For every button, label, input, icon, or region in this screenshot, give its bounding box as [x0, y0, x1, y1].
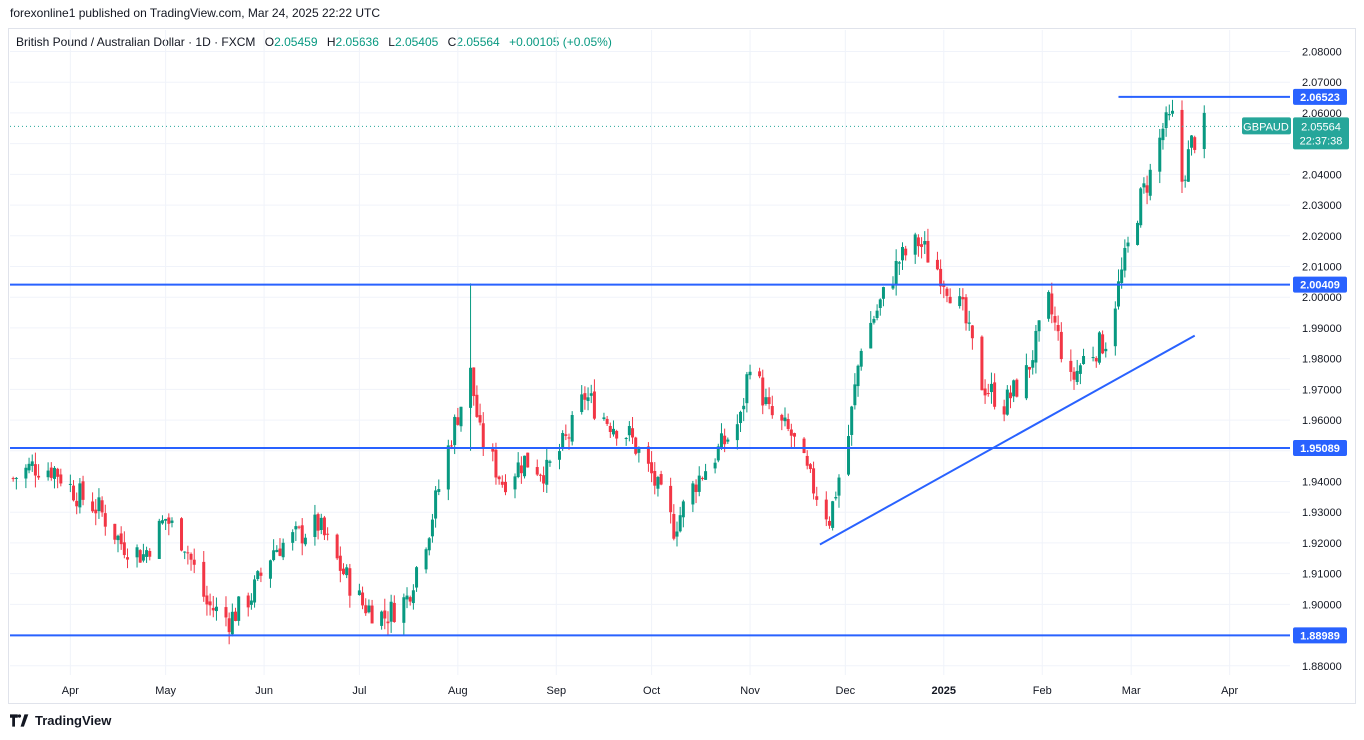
low-value: 2.05405	[394, 35, 439, 49]
close-label: C	[447, 35, 457, 49]
symbol-title[interactable]: British Pound / Australian Dollar · 1D ·…	[16, 35, 256, 49]
tradingview-logo-icon	[10, 714, 29, 727]
brand-name: TradingView	[35, 713, 112, 728]
open-value: 2.05459	[274, 35, 318, 49]
change-value: +0.00105 (+0.05%)	[509, 35, 612, 49]
high-label: H	[326, 35, 336, 49]
low-label: L	[388, 35, 395, 49]
ohlc-legend: British Pound / Australian Dollar · 1D ·…	[16, 35, 612, 49]
chart-frame	[8, 28, 1356, 704]
high-value: 2.05636	[335, 35, 379, 49]
close-value: 2.05564	[456, 35, 500, 49]
open-label: O	[264, 35, 275, 49]
tradingview-footer: TradingView	[10, 713, 111, 728]
publisher-header: forexonline1 published on TradingView.co…	[10, 6, 381, 20]
